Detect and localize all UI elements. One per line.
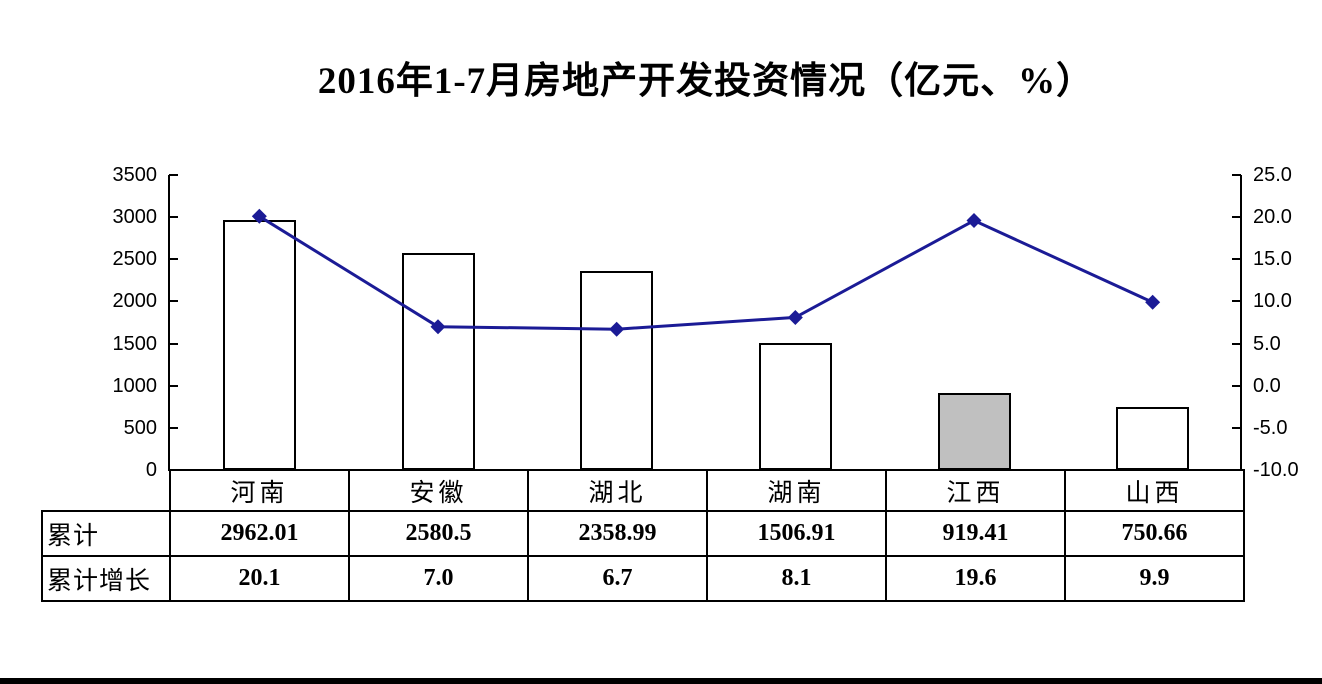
category-header-row: 河南 安徽 湖北 湖南 江西 山西 (42, 469, 1245, 512)
left-axis-tick-label: 2000 (112, 290, 158, 313)
bar-湖北 (580, 271, 654, 470)
value-cell: 20.1 (169, 555, 350, 602)
right-axis-tick-label: 0.0 (1253, 374, 1281, 397)
table-row-累计: 累计 2962.01 2580.5 2358.99 1506.91 919.41 750.6… (41, 510, 1245, 557)
bar-安徽 (401, 252, 475, 470)
right-y-axis-line (1240, 175, 1242, 471)
diamond-marker (787, 309, 803, 325)
bar-山西 (1116, 406, 1190, 470)
value-cell: 6.7 (527, 555, 708, 602)
left-axis-tick-label: 500 (123, 416, 157, 439)
left-axis-tick-label: 0 (145, 459, 157, 481)
right-axis-tick-label: -10.0 (1253, 459, 1299, 481)
value-cell: 9.9 (1064, 555, 1245, 602)
diamond-marker (1145, 294, 1161, 310)
left-axis-tick (169, 258, 178, 261)
left-axis-tick (169, 174, 178, 176)
right-axis-tick-label: 10.0 (1253, 290, 1292, 313)
category-header-cell: 山西 (1064, 469, 1245, 512)
left-axis-tick-label: 3500 (112, 164, 158, 186)
row-label-cell: 累计 (41, 510, 171, 557)
value-cell: 8.1 (706, 555, 887, 602)
chart-title: 2016年1-7月房地产开发投资情况（亿元、%） (317, 61, 1095, 102)
value-cell: 2962.01 (169, 510, 350, 557)
right-axis-tick (1232, 426, 1241, 429)
left-axis-tick-label: 3000 (112, 206, 158, 229)
category-header-cell: 江西 (885, 469, 1066, 512)
right-axis-tick (1232, 174, 1241, 176)
right-axis-tick (1232, 342, 1241, 345)
left-axis-tick-label: 1500 (112, 332, 158, 355)
value-cell: 2580.5 (348, 510, 529, 557)
table-corner-cell (42, 470, 170, 511)
left-axis-tick (169, 384, 178, 387)
right-axis-tick-label: 15.0 (1253, 248, 1292, 271)
right-axis-tick-label: 5.0 (1253, 332, 1281, 355)
left-axis-tick-label: 2500 (112, 248, 158, 271)
left-axis-tick-label: 1000 (112, 374, 158, 397)
left-axis-tick (169, 342, 178, 345)
value-cell: 7.0 (348, 555, 529, 602)
right-axis-tick-label: 20.0 (1253, 206, 1292, 229)
right-axis-tick-label: -5.0 (1253, 416, 1288, 439)
category-header-cell: 湖南 (706, 469, 887, 512)
bar-湖南 (758, 342, 832, 470)
growth-line (258, 215, 1154, 331)
diamond-marker (609, 321, 625, 337)
value-cell: 19.6 (885, 555, 1066, 602)
right-axis-tick-label: 25.0 (1253, 164, 1292, 186)
data-table: 河南 安徽 湖北 湖南 江西 山西 累计 2962.01 2580.5 2358.99 1506.9… (41, 469, 1245, 602)
diamond-marker (430, 319, 446, 335)
bottom-border-bar (0, 678, 1322, 684)
left-axis-tick (169, 300, 178, 303)
diamond-marker (251, 208, 267, 224)
category-header-cell: 河南 (169, 469, 350, 512)
value-cell: 1506.91 (706, 510, 887, 557)
right-axis-tick (1232, 258, 1241, 261)
value-cell: 750.66 (1064, 510, 1245, 557)
left-axis-tick (169, 426, 178, 429)
category-header-cell: 安徽 (348, 469, 529, 512)
value-cell: 2358.99 (527, 510, 708, 557)
value-cell: 919.41 (885, 510, 1066, 557)
bar-河南 (222, 220, 296, 470)
growth-line-series (251, 208, 1161, 337)
right-axis-tick (1232, 384, 1241, 387)
left-y-axis-line (168, 175, 170, 471)
row-label-cell: 累计增长 (41, 555, 171, 602)
bar-江西 (937, 392, 1011, 470)
table-row-累计增长: 累计增长 20.1 7.0 6.7 8.1 19.6 9.9 (41, 555, 1245, 602)
right-axis-tick (1232, 300, 1241, 303)
left-axis-tick (169, 216, 178, 219)
category-header-cell: 湖北 (527, 469, 708, 512)
diamond-marker (966, 213, 982, 229)
right-axis-tick (1232, 216, 1241, 219)
